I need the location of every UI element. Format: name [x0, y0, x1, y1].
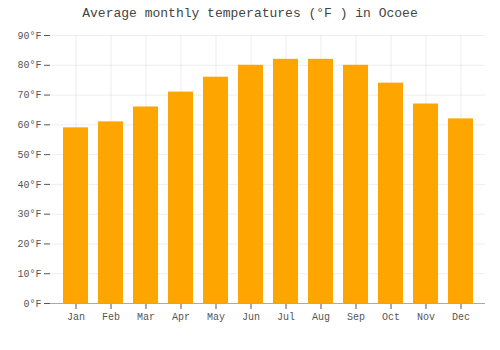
svg-text:70°F: 70°F — [17, 90, 41, 101]
svg-text:Apr: Apr — [172, 312, 190, 323]
svg-text:May: May — [207, 312, 225, 323]
svg-text:Nov: Nov — [417, 312, 435, 323]
svg-text:0°F: 0°F — [23, 299, 41, 310]
svg-text:Jan: Jan — [67, 312, 85, 323]
svg-text:20°F: 20°F — [17, 239, 41, 250]
svg-text:Sep: Sep — [347, 312, 365, 323]
svg-text:10°F: 10°F — [17, 269, 41, 280]
svg-text:50°F: 50°F — [17, 150, 41, 161]
svg-text:Mar: Mar — [137, 312, 155, 323]
svg-text:90°F: 90°F — [17, 31, 41, 42]
svg-text:Feb: Feb — [102, 312, 120, 323]
svg-text:30°F: 30°F — [17, 209, 41, 220]
svg-text:80°F: 80°F — [17, 60, 41, 71]
svg-text:40°F: 40°F — [17, 180, 41, 191]
svg-text:Aug: Aug — [312, 312, 330, 323]
html-text:Average monthly temperatures (: Average monthly temperatures (°F ) in Oc… — [82, 6, 418, 21]
svg-text:Jul: Jul — [277, 312, 295, 323]
svg-text:Dec: Dec — [452, 312, 470, 323]
svg-text:Oct: Oct — [382, 312, 400, 323]
svg-text:Jun: Jun — [242, 312, 260, 323]
svg-text:60°F: 60°F — [17, 120, 41, 131]
